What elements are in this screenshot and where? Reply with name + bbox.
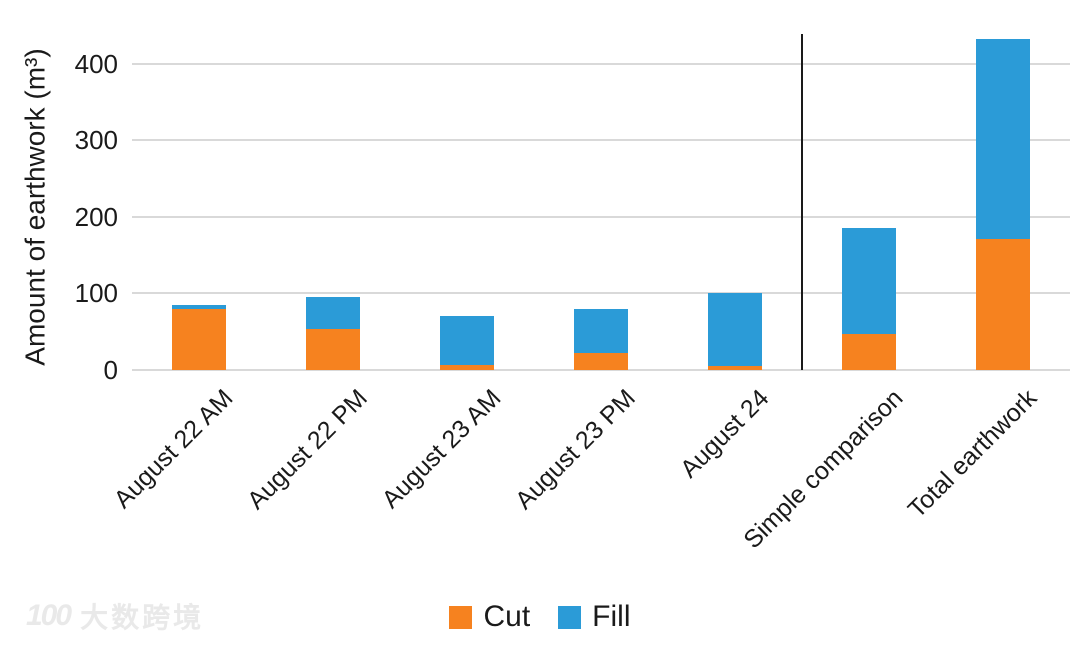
bar-slot-2 bbox=[400, 316, 534, 370]
x-tick-label-6: Total earthwork bbox=[903, 384, 1043, 524]
legend-label-cut: Cut bbox=[483, 600, 531, 633]
gridline-300 bbox=[132, 139, 1070, 142]
watermark-logo: 100 bbox=[26, 599, 72, 632]
legend-swatch-cut bbox=[449, 605, 473, 629]
gridline-0 bbox=[132, 369, 1070, 371]
y-tick-label-400: 400 bbox=[74, 48, 118, 79]
x-tick-label-4: August 24 bbox=[675, 384, 775, 484]
stacked-bar-0[interactable] bbox=[172, 304, 226, 370]
bar-segment-fill-4[interactable] bbox=[708, 293, 762, 367]
x-tick-label-1: August 22 PM bbox=[241, 384, 373, 515]
legend-entry-cut[interactable]: Cut bbox=[449, 600, 530, 634]
bar-slot-5 bbox=[802, 228, 936, 370]
bar-slot-3 bbox=[534, 308, 668, 370]
divider-line bbox=[801, 34, 803, 370]
bar-segment-cut-6[interactable] bbox=[976, 238, 1030, 370]
stacked-bar-1[interactable] bbox=[306, 297, 360, 370]
stacked-bar-4[interactable] bbox=[708, 293, 762, 370]
y-tick-label-0: 0 bbox=[103, 355, 118, 385]
bar-segment-cut-1[interactable] bbox=[306, 329, 360, 370]
watermark-text: 大数跨境 bbox=[80, 602, 205, 633]
gridline-200 bbox=[132, 215, 1070, 218]
bar-segment-cut-3[interactable] bbox=[574, 353, 628, 370]
legend-swatch-fill bbox=[558, 605, 582, 629]
stacked-bar-6[interactable] bbox=[976, 39, 1030, 370]
legend-label-fill: Fill bbox=[592, 600, 631, 633]
bar-slot-4 bbox=[668, 293, 802, 370]
bar-segment-fill-6[interactable] bbox=[976, 39, 1030, 239]
bar-segment-cut-4[interactable] bbox=[708, 366, 762, 370]
gridline-100 bbox=[132, 292, 1070, 295]
bar-segment-cut-5[interactable] bbox=[842, 334, 896, 370]
legend: Cut Fill bbox=[0, 600, 1080, 634]
y-tick-label-300: 300 bbox=[74, 125, 118, 156]
y-tick-label-200: 200 bbox=[74, 201, 118, 232]
bar-segment-fill-5[interactable] bbox=[842, 228, 896, 334]
bar-segment-cut-2[interactable] bbox=[440, 364, 494, 370]
bar-segment-fill-2[interactable] bbox=[440, 316, 494, 365]
bar-slot-6 bbox=[936, 39, 1070, 370]
bar-slot-0 bbox=[132, 304, 266, 370]
bar-segment-cut-0[interactable] bbox=[172, 309, 226, 370]
x-tick-label-2: August 23 AM bbox=[376, 384, 507, 514]
stacked-bar-3[interactable] bbox=[574, 308, 628, 370]
plot-area bbox=[132, 20, 1070, 371]
bar-segment-fill-1[interactable] bbox=[306, 297, 360, 330]
stacked-bar-5[interactable] bbox=[842, 228, 896, 370]
gridline-400 bbox=[132, 62, 1070, 65]
watermark: 100 大数跨境 bbox=[26, 596, 204, 636]
bar-segment-fill-3[interactable] bbox=[574, 308, 628, 354]
stacked-bar-2[interactable] bbox=[440, 316, 494, 370]
y-tick-label-100: 100 bbox=[74, 278, 118, 309]
x-tick-label-0: August 22 AM bbox=[108, 384, 239, 514]
x-tick-label-3: August 23 PM bbox=[509, 384, 641, 515]
bar-slot-1 bbox=[266, 297, 400, 370]
legend-entry-fill[interactable]: Fill bbox=[558, 600, 631, 634]
bar-segment-fill-0[interactable] bbox=[172, 304, 226, 310]
